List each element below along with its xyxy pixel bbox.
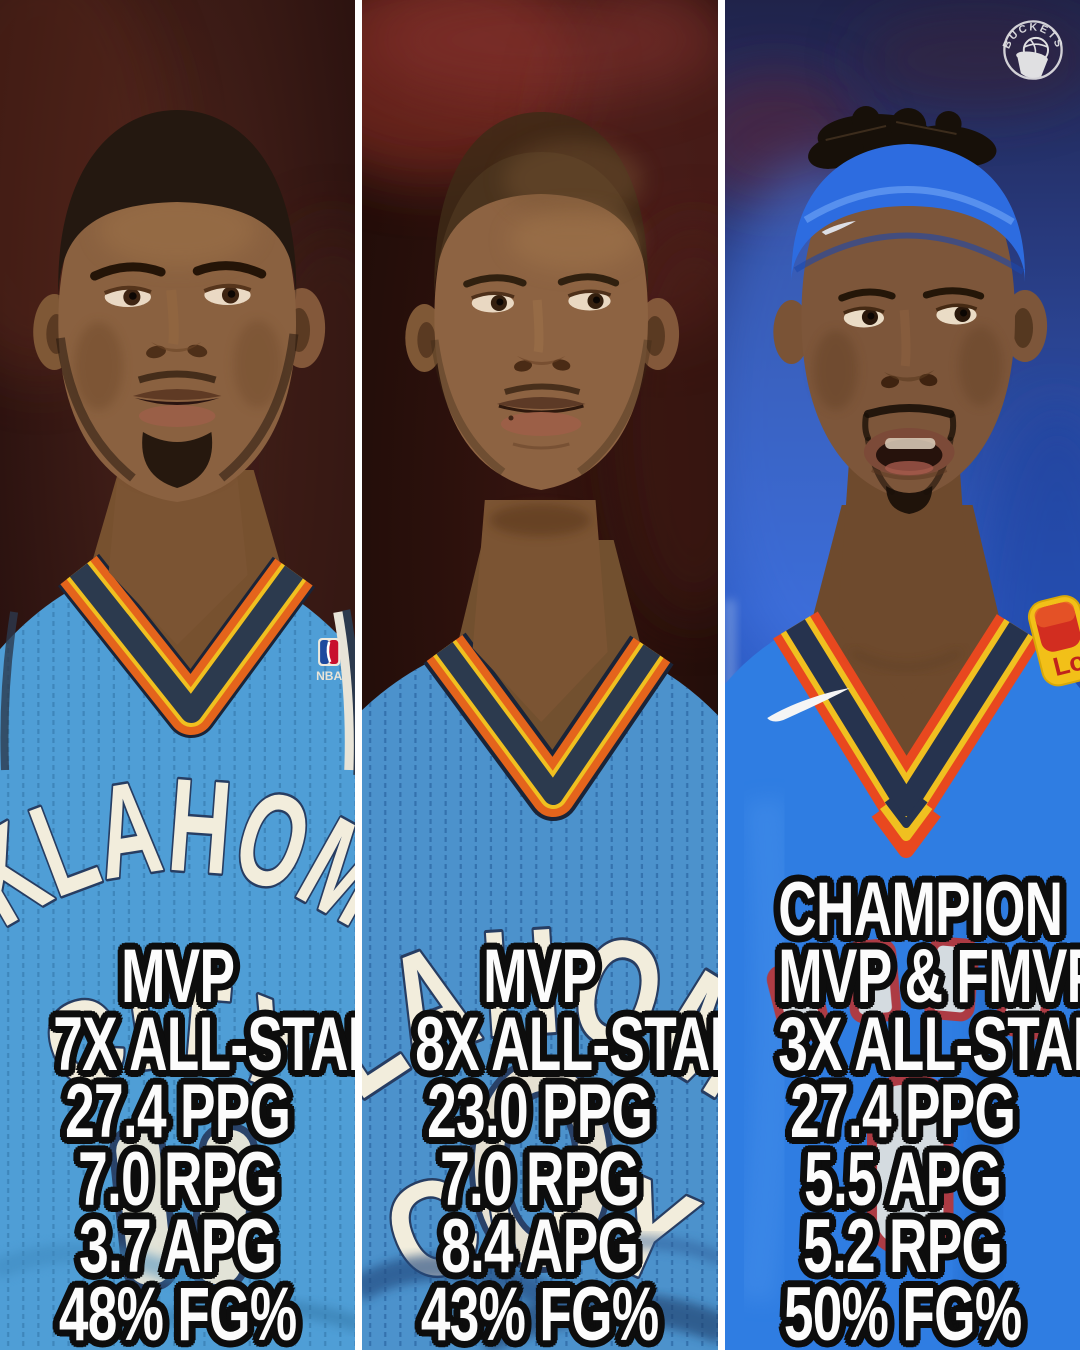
- stat-line: 7.0 RPG: [440, 1136, 640, 1222]
- jersey: [724, 600, 1080, 1350]
- stat-line: 48% FG%: [58, 1271, 297, 1350]
- stat-line: 5.2 RPG: [802, 1204, 1003, 1289]
- panel-center: LAHOM CITY MVP 8X ALL-STAR 23.0 PPG 7.0 …: [362, 0, 718, 1350]
- stat-line: 8X ALL-STAR: [415, 1001, 718, 1087]
- jersey-number-hint: [469, 1057, 614, 1273]
- stat-line: MVP: [121, 934, 235, 1019]
- stat-line: 3.7 APG: [79, 1204, 277, 1289]
- svg-text:Lo: Lo: [1050, 645, 1080, 682]
- collar-trim: [772, 611, 1041, 858]
- collar-trim: [423, 632, 674, 821]
- stat-line: 7X ALL-STAR: [53, 1001, 356, 1087]
- logo-circle: [1003, 20, 1063, 80]
- buckets-logo: BUCKETS: [1001, 20, 1066, 80]
- eyes: [103, 283, 252, 307]
- jersey: [362, 632, 718, 1350]
- eyes: [471, 289, 612, 313]
- face: [772, 106, 1047, 514]
- stat-line: CHAMPION: [777, 866, 1063, 952]
- stat-line: 27.4 PPG: [65, 1069, 291, 1154]
- goatee: [142, 432, 213, 488]
- stats-center: MVP 8X ALL-STAR 23.0 PPG 7.0 RPG 8.4 APG…: [362, 934, 718, 1350]
- stat-line: 50% FG%: [783, 1271, 1022, 1350]
- jersey-number-hint: [109, 1122, 259, 1292]
- face: [405, 112, 680, 490]
- stats-right: CHAMPION MVP & FMVP 3X ALL-STAR 27.4 PPG…: [725, 866, 1080, 1350]
- face: [33, 110, 326, 502]
- stat-line: 5.5 APG: [803, 1136, 1002, 1222]
- jersey: [0, 558, 356, 1350]
- bucket-icon: [1016, 36, 1050, 78]
- chin-beard: [885, 486, 933, 514]
- nba-patch: NBA: [316, 638, 343, 683]
- collar-trim: [57, 553, 316, 738]
- headband: [791, 144, 1025, 282]
- jersey-lettering-hint: [766, 936, 1057, 1255]
- nike-swoosh-icon: [766, 688, 850, 722]
- loves-patch: Lo: [1027, 595, 1080, 687]
- player-photo-right: Lo: [724, 0, 1080, 1350]
- stat-line: 27.4 PPG: [789, 1069, 1016, 1154]
- stat-line: MVP: [483, 934, 597, 1019]
- stats-left: MVP 7X ALL-STAR 27.4 PPG 7.0 RPG 3.7 APG…: [0, 934, 356, 1350]
- panel-right: Lo: [724, 0, 1080, 1350]
- neck: [837, 450, 971, 700]
- panel-left: NBA KLAHOM CITY MVP 7X ALL-STAR 27.4 PPG…: [0, 0, 356, 1350]
- logo-arc-text: BUCKETS: [1001, 21, 1066, 50]
- stat-line: 7.0 RPG: [78, 1136, 278, 1222]
- player-photo-left: NBA KLAHOM CITY: [0, 0, 356, 1350]
- eyes: [842, 303, 977, 328]
- open-mouth: [863, 428, 955, 480]
- stat-line: MVP & FMVP: [777, 934, 1080, 1019]
- player-photo-center: LAHOM CITY: [362, 0, 718, 1350]
- svg-text:NBA: NBA: [316, 669, 342, 683]
- hair: [58, 110, 297, 300]
- stat-line: 43% FG%: [421, 1271, 659, 1350]
- stat-line: 8.4 APG: [441, 1204, 639, 1289]
- stat-line: 3X ALL-STAR: [777, 1001, 1080, 1087]
- stat-line: 23.0 PPG: [427, 1069, 653, 1154]
- neck: [473, 500, 608, 722]
